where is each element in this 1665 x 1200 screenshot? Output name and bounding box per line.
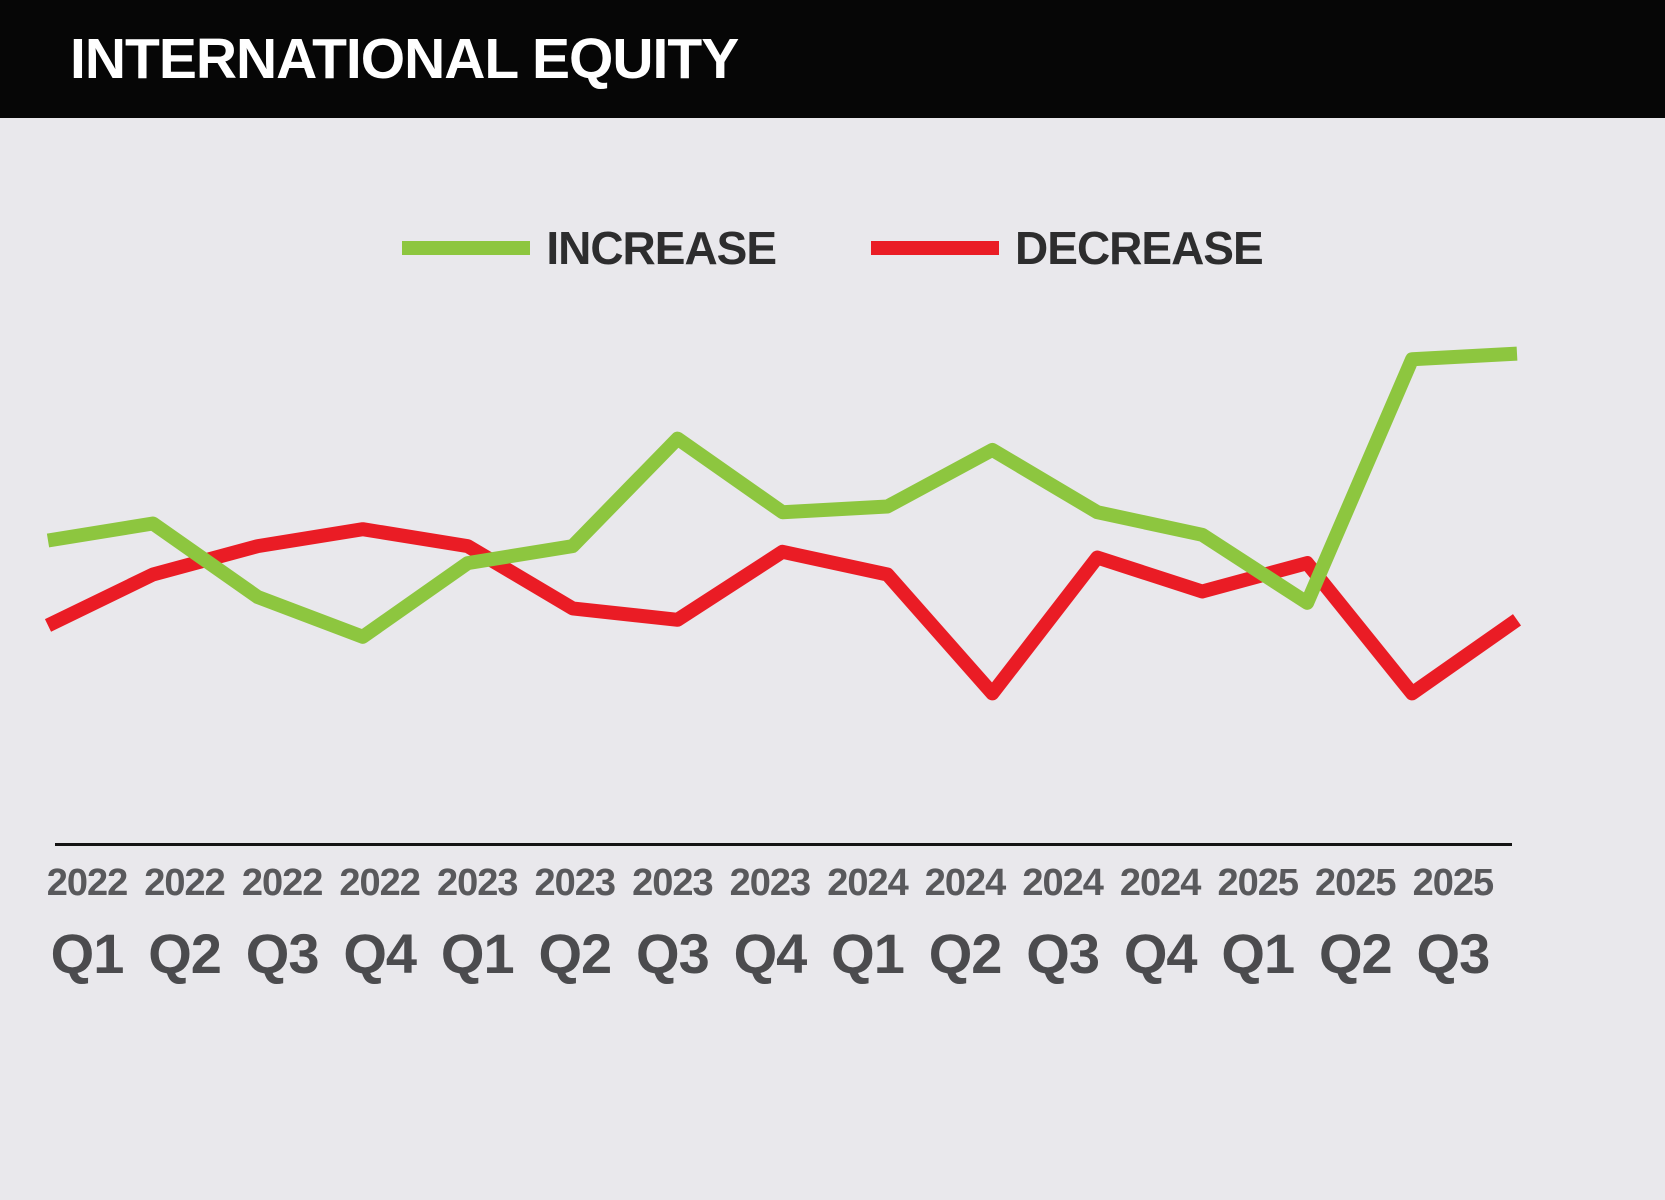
x-axis-quarter-label: Q3: [625, 921, 719, 986]
x-axis-quarter-label: Q1: [1211, 921, 1305, 986]
line-chart: [0, 283, 1665, 843]
x-axis-year-label: 2025: [1406, 862, 1500, 905]
x-axis-category: 2024 Q1: [821, 862, 915, 986]
x-axis-category: 2023 Q1: [430, 862, 524, 986]
x-axis-quarter-label: Q3: [235, 921, 329, 986]
x-axis-category: 2024 Q2: [918, 862, 1012, 986]
x-axis-year-label: 2022: [138, 862, 232, 905]
x-axis-category: 2022 Q3: [235, 862, 329, 986]
x-axis-quarter-label: Q1: [40, 921, 134, 986]
x-axis-year-label: 2023: [723, 862, 817, 905]
x-axis-quarter-label: Q2: [1308, 921, 1402, 986]
legend-item-decrease: DECREASE: [871, 221, 1263, 275]
series-line-increase: [48, 354, 1517, 637]
x-axis-category: 2024 Q4: [1113, 862, 1207, 986]
x-axis-category: 2022 Q2: [138, 862, 232, 986]
legend: INCREASE DECREASE: [0, 218, 1665, 278]
x-axis-year-label: 2025: [1308, 862, 1402, 905]
series-line-decrease: [48, 529, 1517, 693]
x-axis-category: 2025 Q3: [1406, 862, 1500, 986]
x-axis-quarter-label: Q3: [1016, 921, 1110, 986]
x-axis-quarter-label: Q2: [528, 921, 622, 986]
x-axis-year-label: 2025: [1211, 862, 1305, 905]
title-bar: INTERNATIONAL EQUITY: [0, 0, 1665, 118]
x-axis-quarter-label: Q4: [1113, 921, 1207, 986]
x-axis-quarter-label: Q4: [333, 921, 427, 986]
x-axis-category: 2025 Q1: [1211, 862, 1305, 986]
x-axis-year-label: 2023: [528, 862, 622, 905]
legend-label-decrease: DECREASE: [1015, 221, 1263, 275]
x-axis-quarter-label: Q1: [430, 921, 524, 986]
x-axis-labels: 2022Q12022Q22022Q32022Q42023Q12023Q22023…: [0, 846, 1665, 986]
x-axis-quarter-label: Q3: [1406, 921, 1500, 986]
x-axis-category: 2022 Q1: [40, 862, 134, 986]
x-axis-year-label: 2023: [625, 862, 719, 905]
x-axis-quarter-label: Q2: [918, 921, 1012, 986]
legend-label-increase: INCREASE: [546, 221, 776, 275]
legend-item-increase: INCREASE: [402, 221, 776, 275]
x-axis-year-label: 2024: [1016, 862, 1110, 905]
x-axis-year-label: 2024: [1113, 862, 1207, 905]
x-axis-year-label: 2024: [918, 862, 1012, 905]
x-axis-year-label: 2022: [40, 862, 134, 905]
x-axis-category: 2024 Q3: [1016, 862, 1110, 986]
x-axis-category: 2023 Q2: [528, 862, 622, 986]
x-axis-category: 2023 Q4: [723, 862, 817, 986]
increase-line-icon: [402, 241, 530, 255]
x-axis-quarter-label: Q2: [138, 921, 232, 986]
x-axis-year-label: 2023: [430, 862, 524, 905]
x-axis-quarter-label: Q4: [723, 921, 817, 986]
x-axis-category: 2025 Q2: [1308, 862, 1402, 986]
x-axis-year-label: 2022: [235, 862, 329, 905]
x-axis-category: 2022 Q4: [333, 862, 427, 986]
x-axis-year-label: 2022: [333, 862, 427, 905]
page-title: INTERNATIONAL EQUITY: [70, 26, 738, 92]
x-axis-category: 2023 Q3: [625, 862, 719, 986]
x-axis-quarter-label: Q1: [821, 921, 915, 986]
x-axis-year-label: 2024: [821, 862, 915, 905]
decrease-line-icon: [871, 241, 999, 255]
